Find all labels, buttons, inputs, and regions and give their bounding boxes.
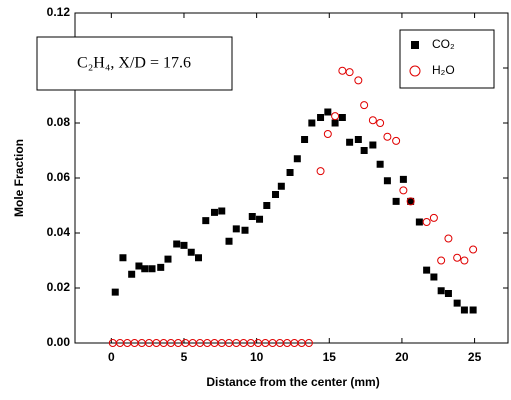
point: [469, 245, 478, 254]
point: [453, 253, 462, 262]
y-tick-label: 0.06: [47, 170, 71, 184]
point: [119, 254, 127, 262]
point: [392, 136, 401, 145]
point: [369, 141, 377, 149]
point: [383, 177, 391, 185]
point: [157, 263, 165, 271]
point: [263, 202, 271, 209]
point: [202, 217, 210, 225]
point: [301, 136, 309, 143]
point: [399, 175, 407, 183]
point: [323, 130, 332, 138]
point: [180, 241, 188, 249]
point: [338, 66, 347, 75]
point: [210, 208, 218, 216]
point: [360, 147, 368, 154]
legend-marker: [409, 65, 421, 77]
legend-marker: [411, 41, 419, 49]
point: [241, 226, 249, 234]
point: [331, 112, 340, 121]
point: [437, 287, 445, 295]
point: [141, 265, 149, 273]
legend-box: [399, 29, 495, 89]
point: [128, 270, 136, 278]
point: [406, 197, 415, 206]
point: [316, 167, 325, 176]
point: [293, 155, 301, 163]
point: [354, 136, 362, 143]
point: [354, 76, 363, 85]
point: [469, 306, 477, 314]
y-tick-label: 0.00: [47, 335, 71, 349]
x-tick-label: 0: [108, 350, 115, 364]
point: [444, 234, 453, 243]
point: [324, 108, 332, 116]
point: [317, 114, 325, 121]
y-tick-label: 0.04: [47, 225, 71, 239]
point: [338, 114, 346, 121]
x-tick-label: 20: [395, 350, 409, 364]
point: [248, 213, 256, 220]
point: [173, 240, 181, 248]
point: [399, 186, 408, 195]
y-tick-label: 0.12: [47, 5, 71, 19]
point: [195, 254, 203, 262]
y-tick-label: 0.02: [47, 280, 71, 294]
point: [111, 288, 119, 296]
point: [429, 213, 438, 222]
point: [407, 197, 415, 205]
point: [460, 306, 468, 314]
x-axis-label: Distance from the center (mm): [206, 375, 379, 389]
point: [444, 290, 452, 297]
point: [460, 256, 469, 265]
x-tick-label: 10: [250, 350, 264, 364]
annotation: C₂H₄, X/D = 17.6: [77, 55, 191, 72]
point: [453, 299, 461, 307]
point: [331, 119, 339, 127]
point: [376, 119, 385, 127]
legend-label: CO₂: [432, 37, 455, 51]
point: [135, 262, 143, 270]
point: [345, 68, 354, 77]
point: [218, 207, 226, 215]
point: [256, 215, 264, 223]
point: [187, 248, 195, 256]
point: [360, 101, 369, 110]
point: [423, 266, 431, 274]
legend-label: H₂O: [432, 63, 455, 77]
point: [232, 225, 240, 233]
point: [277, 182, 285, 190]
point: [376, 160, 384, 168]
point: [304, 339, 313, 347]
point: [164, 255, 172, 263]
y-tick-label: 0.08: [47, 115, 71, 129]
point: [286, 169, 294, 176]
point: [430, 273, 438, 281]
point: [225, 237, 233, 245]
point: [415, 218, 423, 226]
x-tick-label: 5: [181, 350, 188, 364]
y-axis-label: Mole Fraction: [12, 139, 26, 217]
point: [422, 218, 431, 226]
x-tick-label: 25: [468, 350, 482, 364]
point: [383, 132, 392, 141]
x-tick-label: 15: [323, 350, 337, 364]
point: [346, 138, 354, 146]
point: [392, 197, 400, 205]
point: [368, 116, 377, 125]
point: [437, 256, 446, 265]
point: [148, 265, 156, 273]
point: [308, 119, 316, 127]
annotation-box: [36, 36, 233, 91]
point: [272, 191, 280, 198]
